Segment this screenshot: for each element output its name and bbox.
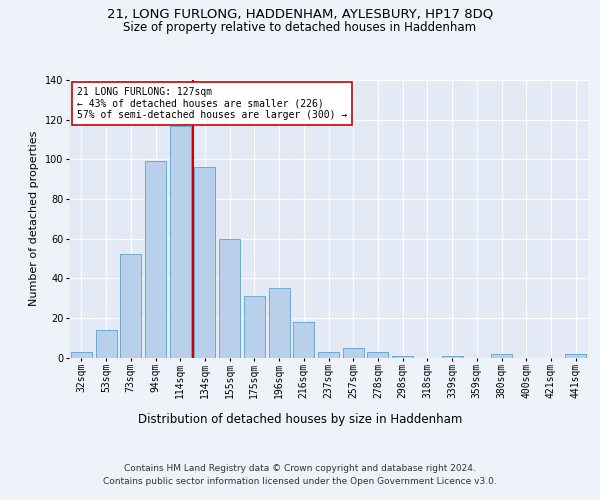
Bar [71,352,92,358]
Bar [244,296,265,358]
Y-axis label: Number of detached properties: Number of detached properties [29,131,40,306]
Bar [219,238,240,358]
Text: Contains HM Land Registry data © Crown copyright and database right 2024.: Contains HM Land Registry data © Crown c… [124,464,476,473]
Bar [343,348,364,358]
Bar [367,352,388,358]
Bar [392,356,413,358]
Bar [120,254,141,358]
Bar [194,167,215,358]
Bar [95,330,116,357]
Bar [491,354,512,358]
Bar [145,162,166,358]
Bar [269,288,290,358]
Bar [442,356,463,358]
Bar [293,322,314,358]
Text: 21, LONG FURLONG, HADDENHAM, AYLESBURY, HP17 8DQ: 21, LONG FURLONG, HADDENHAM, AYLESBURY, … [107,8,493,20]
Text: Size of property relative to detached houses in Haddenham: Size of property relative to detached ho… [124,21,476,34]
Bar [318,352,339,358]
Bar [565,354,586,358]
Bar [170,126,191,358]
Text: Contains public sector information licensed under the Open Government Licence v3: Contains public sector information licen… [103,478,497,486]
Text: Distribution of detached houses by size in Haddenham: Distribution of detached houses by size … [138,412,462,426]
Text: 21 LONG FURLONG: 127sqm
← 43% of detached houses are smaller (226)
57% of semi-d: 21 LONG FURLONG: 127sqm ← 43% of detache… [77,87,347,120]
